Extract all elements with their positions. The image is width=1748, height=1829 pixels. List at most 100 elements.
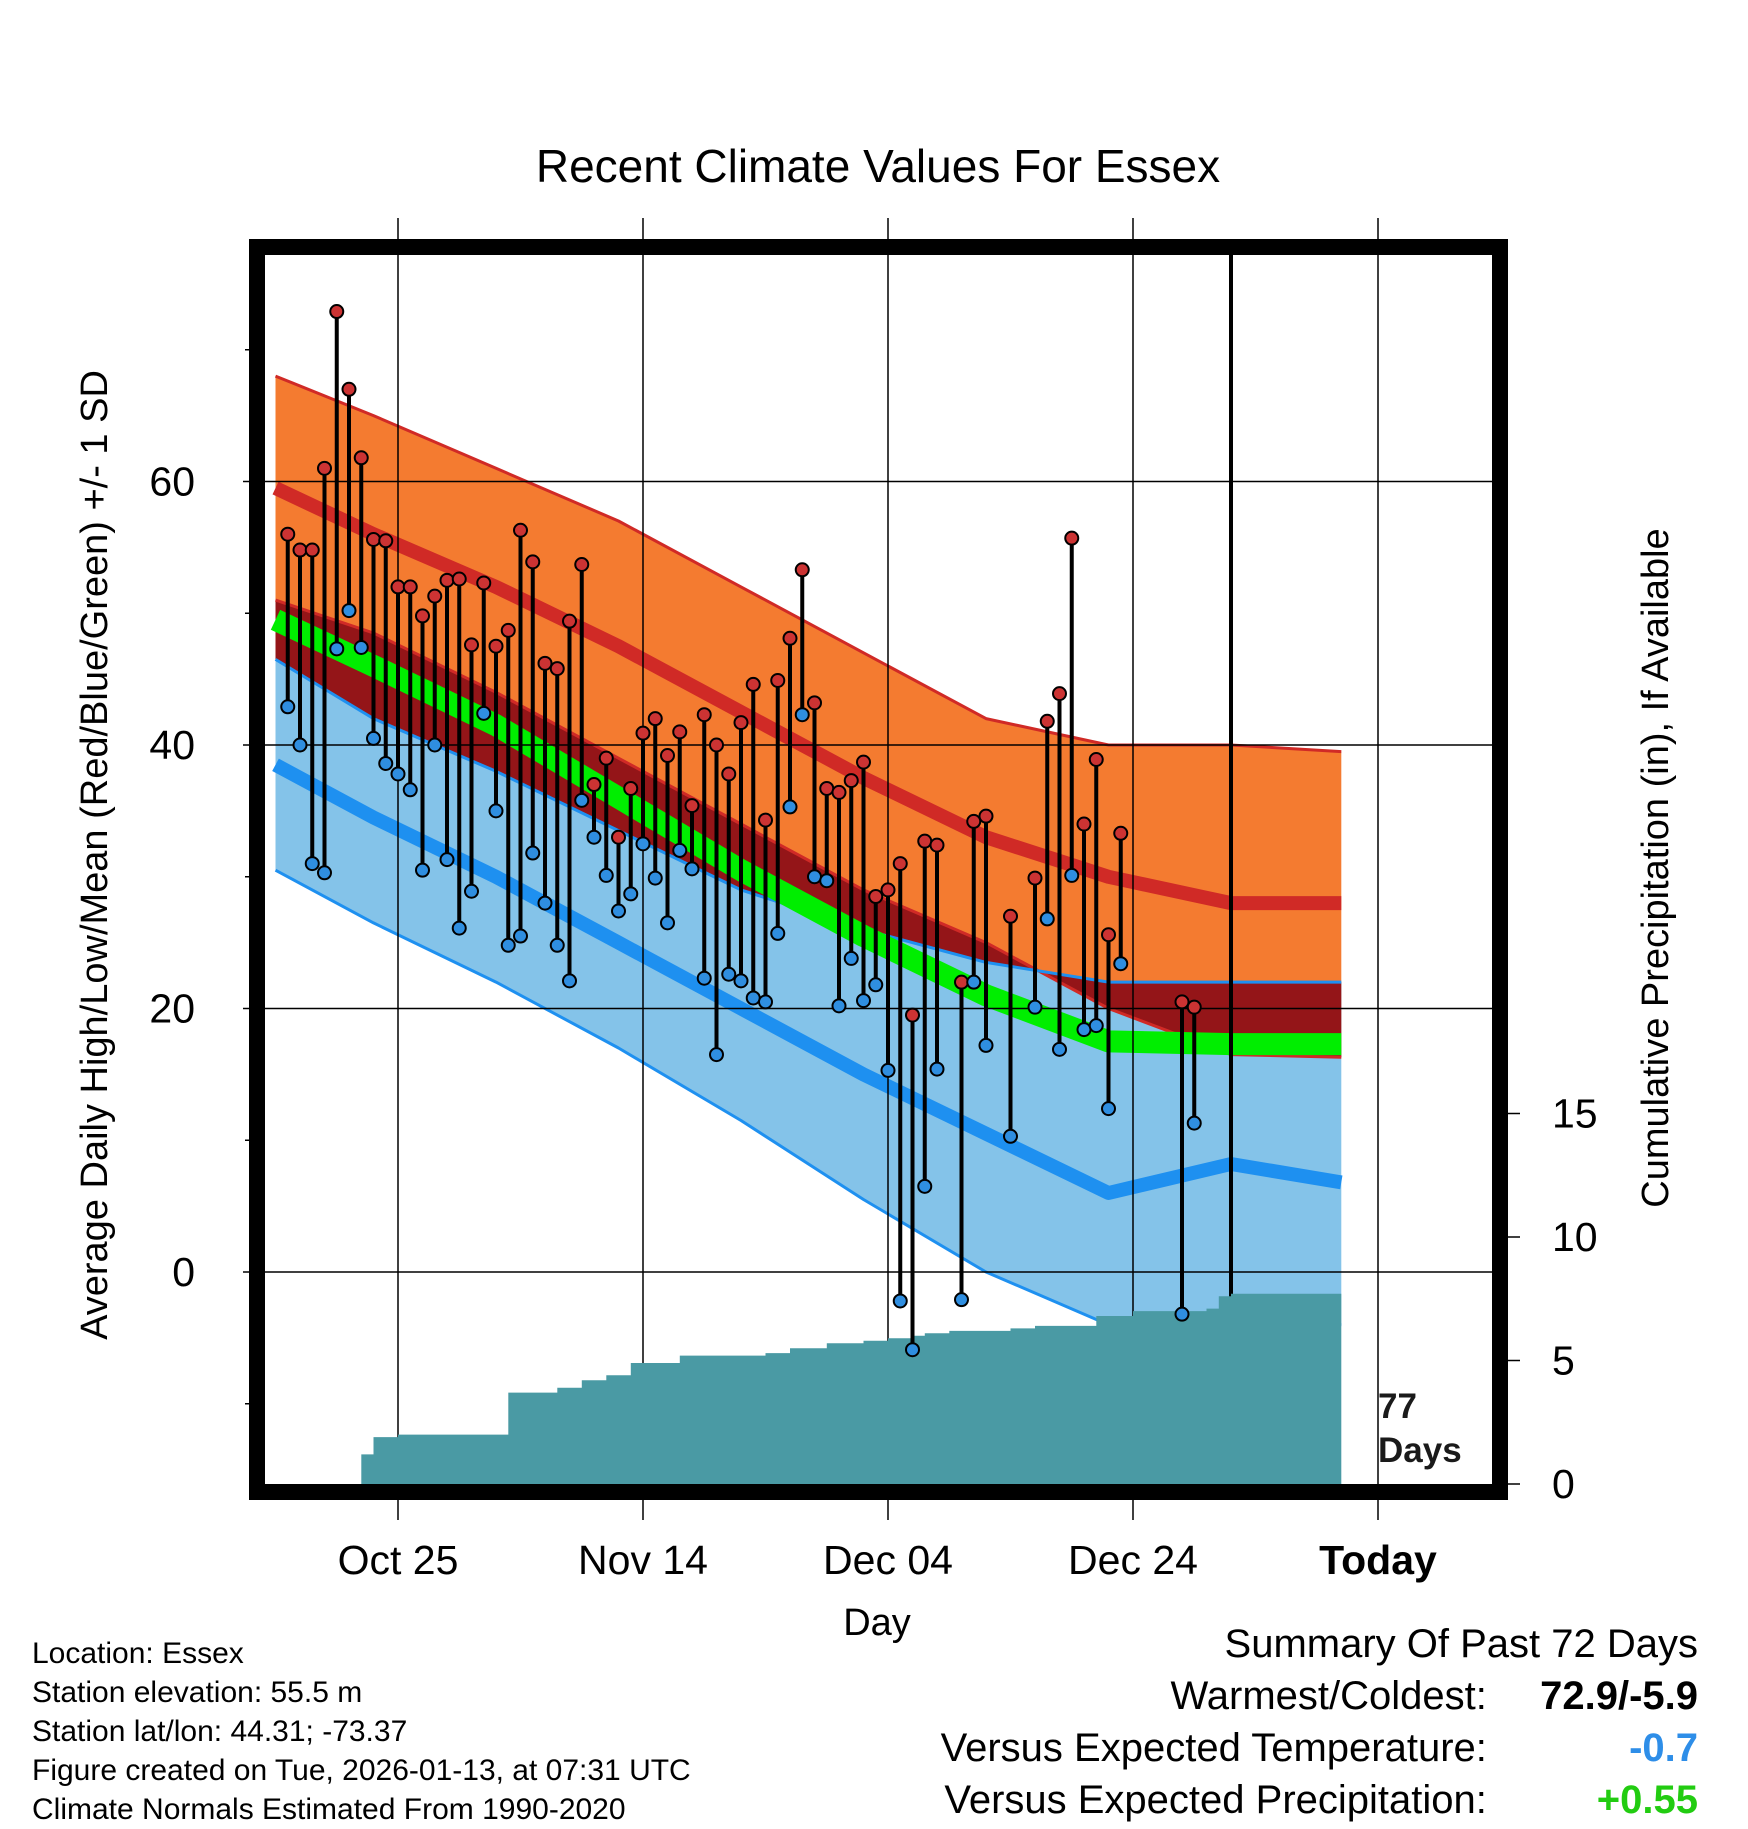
obs-low-point bbox=[1003, 1128, 1018, 1144]
obs-high-point bbox=[390, 579, 406, 595]
obs-low-point bbox=[353, 640, 369, 656]
obs-low-point bbox=[574, 792, 590, 808]
obs-low-point bbox=[623, 886, 639, 902]
obs-low-point bbox=[292, 737, 308, 753]
obs-high-point bbox=[378, 533, 394, 549]
obs-high-point bbox=[1101, 927, 1116, 943]
info-location: Location: Essex bbox=[32, 1637, 244, 1670]
obs-high-point bbox=[586, 777, 602, 793]
obs-low-point bbox=[843, 950, 859, 966]
obs-high-point bbox=[317, 460, 332, 476]
obs-high-point bbox=[966, 813, 982, 829]
y2-tick-label: 10 bbox=[1552, 1214, 1598, 1260]
station-info: Location: Essex Station elevation: 55.5 … bbox=[32, 1634, 691, 1829]
obs-high-point bbox=[696, 707, 712, 723]
info-elevation: Station elevation: 55.5 m bbox=[32, 1676, 363, 1709]
obs-low-point bbox=[304, 856, 320, 872]
obs-high-point bbox=[476, 575, 492, 591]
obs-low-point bbox=[856, 993, 871, 1009]
y-tick-label: 0 bbox=[172, 1249, 195, 1295]
obs-high-point bbox=[880, 882, 896, 898]
obs-high-point bbox=[1027, 870, 1043, 886]
obs-high-point bbox=[929, 837, 945, 853]
obs-high-point bbox=[623, 780, 639, 796]
obs-high-point bbox=[721, 766, 737, 782]
obs-low-point bbox=[929, 1061, 945, 1077]
obs-low-point bbox=[464, 883, 479, 899]
obs-high-point bbox=[1003, 908, 1018, 924]
y2-tick-label: 15 bbox=[1552, 1091, 1598, 1137]
obs-high-point bbox=[598, 750, 614, 766]
obs-low-point bbox=[525, 845, 541, 861]
obs-low-point bbox=[1088, 1018, 1104, 1034]
y2-tick-label: 5 bbox=[1552, 1338, 1575, 1384]
obs-low-point bbox=[794, 707, 810, 723]
summary-heading: Summary Of Past 72 Days bbox=[1224, 1622, 1698, 1666]
obs-low-point bbox=[586, 829, 602, 845]
obs-low-point bbox=[488, 803, 504, 819]
obs-high-point bbox=[807, 695, 822, 711]
obs-high-point bbox=[525, 554, 541, 570]
obs-high-point bbox=[819, 780, 835, 796]
x-tick-label: Nov 14 bbox=[578, 1537, 708, 1583]
summary-versus-precip: Versus Expected Precipitation: +0.55 bbox=[941, 1774, 1698, 1826]
obs-high-point bbox=[1039, 713, 1055, 729]
obs-high-point bbox=[684, 798, 700, 814]
obs-high-point bbox=[402, 579, 418, 595]
obs-low-point bbox=[1174, 1306, 1190, 1322]
obs-high-point bbox=[488, 638, 504, 654]
obs-low-point bbox=[819, 873, 835, 889]
y-axis-label: Average Daily High/Low/Mean (Red/Blue/Gr… bbox=[74, 370, 116, 1340]
obs-low-point bbox=[917, 1178, 933, 1194]
obs-low-point bbox=[831, 998, 847, 1014]
obs-high-point bbox=[353, 450, 369, 466]
obs-low-point bbox=[329, 641, 345, 657]
obs-high-point bbox=[292, 542, 308, 558]
normal-low-mean-line bbox=[272, 758, 1343, 1200]
obs-high-point bbox=[733, 715, 749, 731]
plot-area bbox=[265, 255, 1492, 1484]
obs-high-point bbox=[709, 737, 724, 753]
obs-low-point bbox=[770, 925, 786, 941]
versus-precip-value: +0.55 bbox=[1596, 1778, 1698, 1822]
obs-high-point bbox=[574, 557, 590, 573]
obs-high-point bbox=[868, 889, 884, 905]
obs-high-point bbox=[794, 562, 810, 578]
obs-low-point bbox=[317, 865, 332, 881]
obs-low-point bbox=[978, 1037, 994, 1053]
versus-temp-value: -0.7 bbox=[1629, 1726, 1698, 1770]
obs-low-point bbox=[1064, 867, 1080, 883]
obs-high-point bbox=[831, 784, 847, 800]
axes: 0 20 40 60 0 5 10 15 Oct 25 Nov 14 Dec 04 Dec 24 Tod… bbox=[149, 218, 1598, 1583]
obs-high-point bbox=[439, 572, 455, 588]
obs-low-point bbox=[402, 782, 418, 798]
obs-high-point bbox=[611, 829, 626, 845]
obs-low-point bbox=[954, 1292, 969, 1308]
obs-high-point bbox=[549, 661, 565, 677]
obs-high-point bbox=[660, 748, 675, 764]
obs-high-point bbox=[954, 974, 969, 990]
obs-low-point bbox=[733, 973, 749, 989]
obs-high-point bbox=[1174, 994, 1190, 1010]
obs-low-point bbox=[1052, 1041, 1067, 1057]
x-tick-label: Oct 25 bbox=[338, 1537, 459, 1583]
obs-high-point bbox=[366, 531, 381, 547]
summary-panel: Summary Of Past 72 Days Warmest/Coldest:… bbox=[941, 1618, 1698, 1826]
obs-high-point bbox=[770, 672, 786, 688]
obs-high-point bbox=[843, 773, 859, 789]
obs-high-point bbox=[745, 676, 761, 692]
obs-low-point bbox=[476, 705, 492, 721]
obs-low-point bbox=[500, 937, 516, 953]
chart-title: Recent Climate Values For Essex bbox=[536, 140, 1220, 192]
obs-high-point bbox=[917, 833, 933, 849]
obs-low-point bbox=[966, 974, 982, 990]
obs-low-point bbox=[1027, 999, 1043, 1015]
obs-low-point bbox=[341, 603, 357, 619]
obs-low-point bbox=[562, 973, 577, 989]
obs-high-point bbox=[782, 630, 798, 646]
obs-low-point bbox=[378, 755, 394, 771]
obs-high-point bbox=[537, 655, 553, 671]
obs-high-point bbox=[892, 856, 908, 872]
obs-high-point bbox=[635, 725, 651, 741]
